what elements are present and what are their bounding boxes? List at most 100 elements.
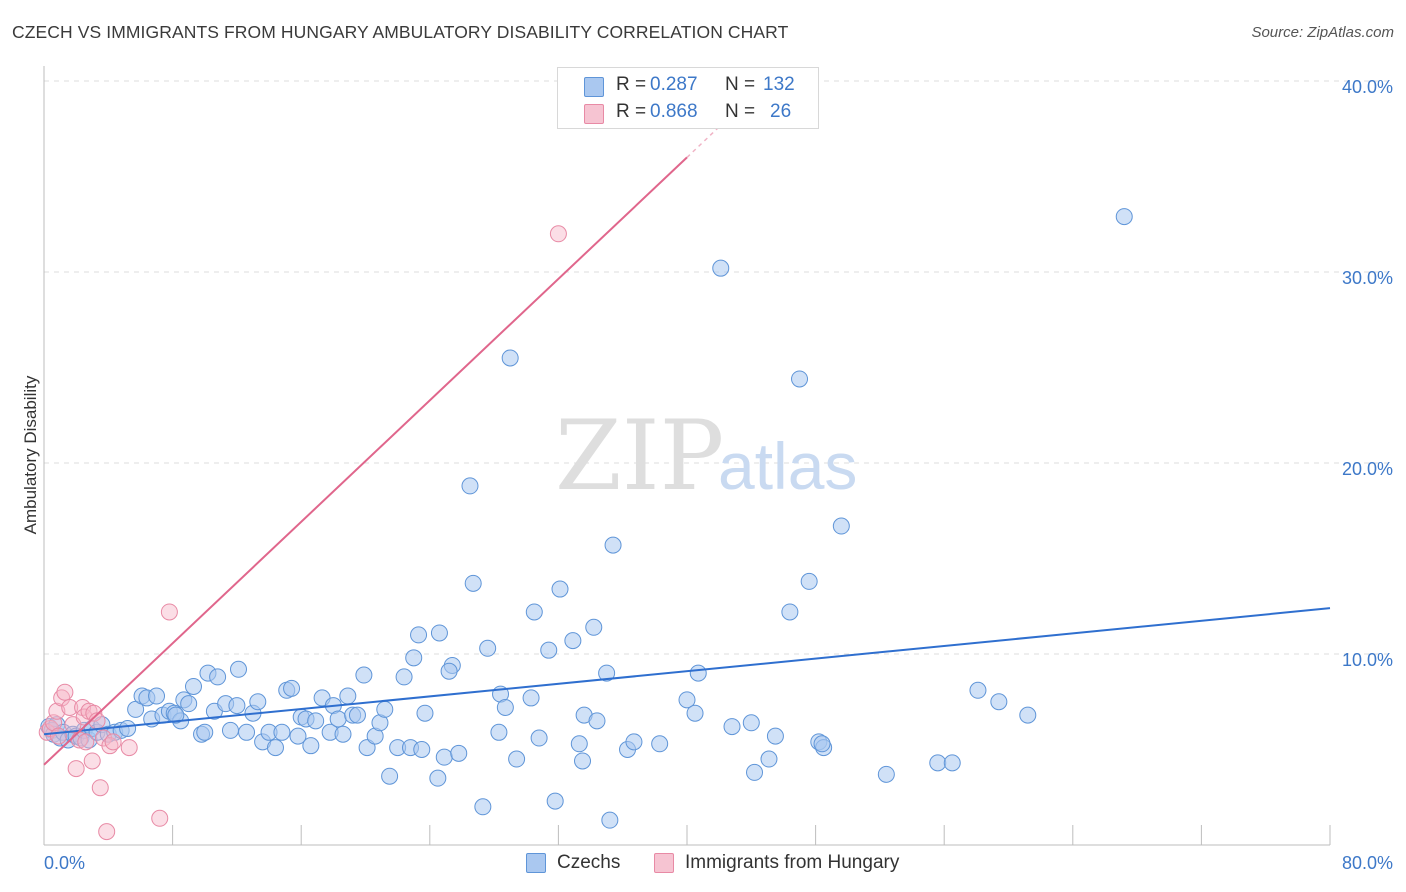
czech-point	[273, 723, 291, 741]
czech-point	[339, 687, 357, 705]
hungary-point	[56, 683, 74, 701]
watermark-zip: ZIP	[555, 400, 724, 512]
watermark-atlas: atlas	[718, 429, 857, 503]
czech-point	[604, 536, 622, 554]
czech-point	[800, 572, 818, 590]
czech-point	[266, 739, 284, 757]
czech-point	[416, 704, 434, 722]
czech-point	[209, 668, 227, 686]
czech-point	[348, 706, 366, 724]
czech-point	[230, 660, 248, 678]
hungary-point	[45, 714, 63, 732]
n-label: N =	[725, 74, 756, 95]
czech-point	[496, 698, 514, 716]
n-label: N =	[725, 101, 756, 122]
hungary-point	[104, 733, 122, 751]
czech-point	[651, 735, 669, 753]
czech-point	[530, 729, 548, 747]
chart-title: CZECH VS IMMIGRANTS FROM HUNGARY AMBULAT…	[12, 22, 789, 42]
watermark: ZIP atlas	[555, 400, 857, 512]
hungary-point	[151, 809, 169, 827]
czech-point	[464, 574, 482, 592]
czech-point	[570, 735, 588, 753]
czech-point	[723, 718, 741, 736]
czech-point	[990, 693, 1008, 711]
czech-point	[119, 719, 137, 737]
czech-point	[184, 677, 202, 695]
r-label: R =	[616, 101, 647, 122]
hungary-point	[98, 823, 116, 841]
czech-point	[405, 649, 423, 667]
y-tick-label: 20.0%	[1342, 459, 1393, 479]
czech-point	[381, 767, 399, 785]
czech-point	[490, 723, 508, 741]
tick-labels: 10.0% 20.0% 30.0% 40.0% 0.0% 80.0%	[44, 77, 1393, 873]
czech-point	[167, 706, 185, 724]
czech-point	[781, 603, 799, 621]
czech-point	[283, 679, 301, 697]
czech-point	[329, 710, 347, 728]
czech-point	[238, 723, 256, 741]
stats-legend: R = 0.287 N = 132 R = 0.868 N = 26	[557, 67, 819, 129]
czech-point	[196, 723, 214, 741]
hungary-point	[48, 702, 66, 720]
czech-point	[588, 712, 606, 730]
hungary-points	[38, 225, 567, 841]
hungary-swatch	[584, 104, 604, 124]
czech-point	[712, 259, 730, 277]
r-value: 0.868	[650, 101, 698, 122]
czech-point	[249, 693, 267, 711]
czech-point	[302, 737, 320, 755]
hungary-point	[549, 225, 567, 243]
czech-point	[585, 618, 603, 636]
czech-point	[522, 689, 540, 707]
czech-point	[574, 752, 592, 770]
y-axis-label: Ambulatory Disability	[21, 375, 40, 534]
legend-label-hungary: Immigrants from Hungary	[685, 852, 900, 873]
czech-swatch	[584, 77, 604, 97]
y-tick-label: 10.0%	[1342, 650, 1393, 670]
czech-point	[969, 681, 987, 699]
czech-point	[760, 750, 778, 768]
czech-point	[601, 811, 619, 829]
czech-point	[813, 735, 831, 753]
czech-point	[766, 727, 784, 745]
n-value: 26	[770, 101, 792, 122]
hungary-point	[75, 708, 93, 726]
y-tick-label: 40.0%	[1342, 77, 1393, 97]
czech-point	[943, 754, 961, 772]
hungary-point	[120, 739, 138, 757]
axes	[43, 66, 1331, 846]
czech-point	[435, 748, 453, 766]
r-value: 0.287	[650, 74, 698, 95]
czech-point	[540, 641, 558, 659]
czech-points	[40, 208, 1133, 829]
czech-point	[355, 666, 373, 684]
czech-point	[551, 580, 569, 598]
n-value: 132	[763, 74, 795, 95]
czech-point	[625, 733, 643, 751]
czech-point	[180, 695, 198, 713]
czech-point	[689, 664, 707, 682]
czech-point	[474, 798, 492, 816]
czech-point	[410, 626, 428, 644]
czech-point	[678, 691, 696, 709]
czech-point	[148, 687, 166, 705]
x-tick-label: 80.0%	[1342, 853, 1393, 873]
czech-point	[686, 704, 704, 722]
czech-point	[742, 714, 760, 732]
x-tick-label: 0.0%	[44, 853, 85, 873]
hungary-trend-line	[43, 156, 688, 766]
czech-point	[832, 517, 850, 535]
czech-point	[440, 662, 458, 680]
czech-point	[598, 664, 616, 682]
czech-point	[376, 700, 394, 718]
hungary-point	[91, 779, 109, 797]
grid-lines	[44, 80, 1392, 655]
hungary-point	[77, 733, 95, 751]
legend-label-czechs: Czechs	[557, 852, 621, 873]
czech-point	[461, 477, 479, 495]
czech-point	[228, 697, 246, 715]
hungary-point	[160, 603, 178, 621]
